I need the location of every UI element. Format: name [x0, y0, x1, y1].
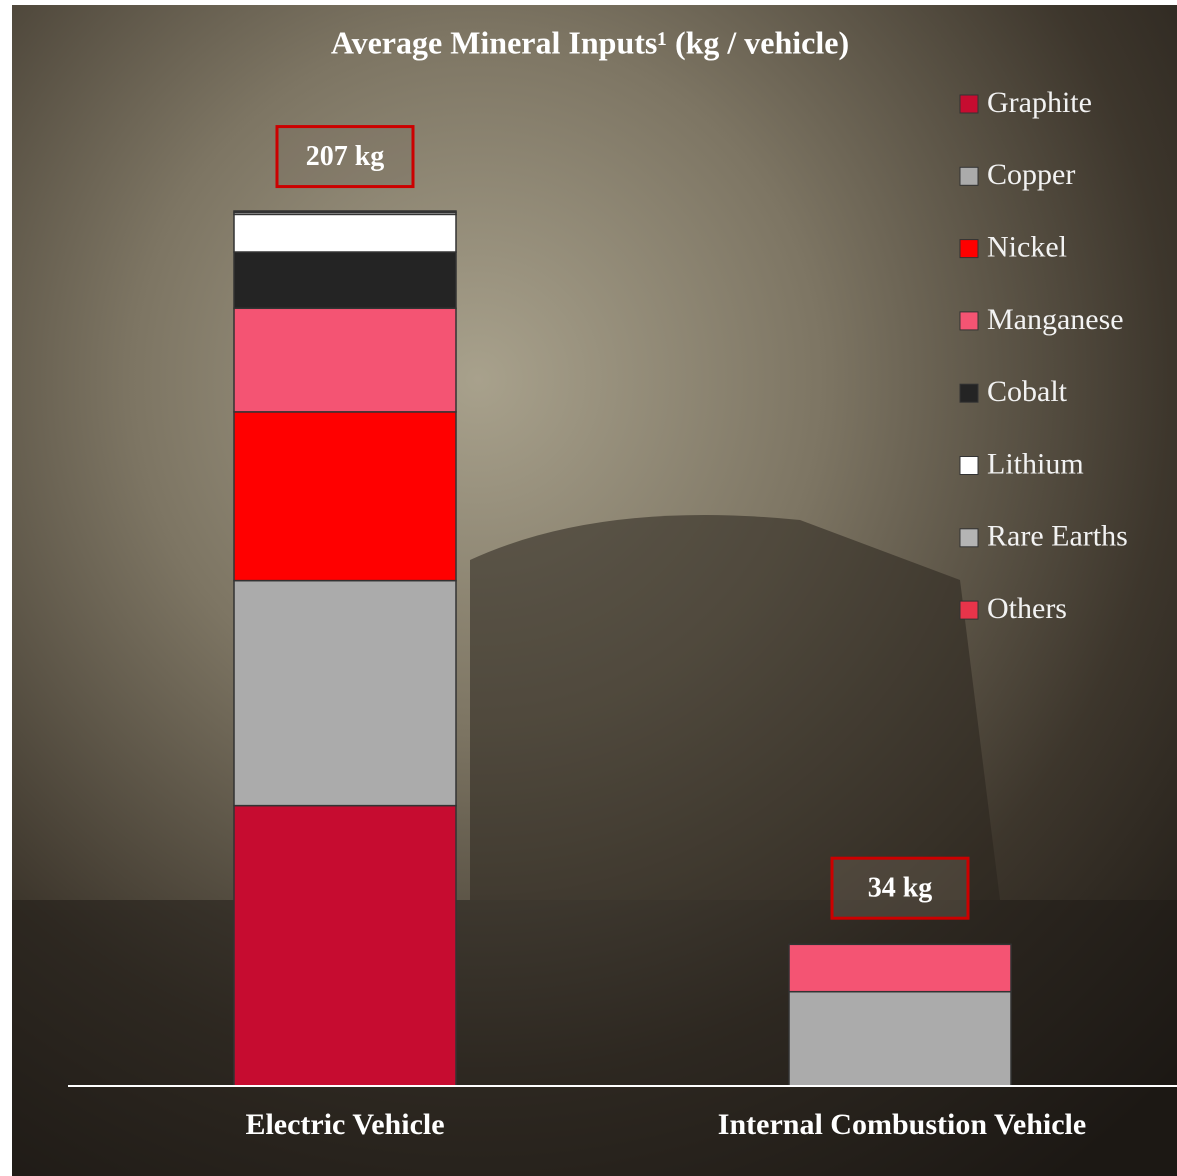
bar-segment: [233, 251, 457, 310]
legend-swatch: [959, 94, 979, 114]
legend-label: Manganese: [987, 303, 1124, 336]
chart-title: Average Mineral Inputs¹ (kg / vehicle): [331, 24, 849, 60]
legend-swatch: [959, 456, 979, 475]
background-shape: [470, 515, 1000, 900]
legend-swatch: [959, 166, 979, 186]
bar-segment: [233, 804, 457, 1087]
legend-label: Rare Earths: [987, 520, 1128, 553]
bar-segment: [788, 943, 1012, 993]
bar-segment: [233, 307, 457, 413]
x-tick-label: Electric Vehicle: [245, 1108, 444, 1141]
total-label: 207 kg: [306, 141, 385, 172]
total-box: [830, 856, 970, 920]
legend-swatch: [959, 383, 979, 403]
legend-swatch: [959, 239, 979, 259]
legend-label: Graphite: [987, 86, 1092, 119]
legend-label: Lithium: [987, 447, 1084, 480]
legend-label: Nickel: [987, 230, 1067, 263]
legend-swatch: [959, 600, 979, 620]
total-label: 34 kg: [868, 873, 933, 904]
legend-swatch: [959, 528, 979, 548]
legend-swatch: [959, 311, 979, 331]
bar-segment: [788, 990, 1012, 1087]
legend-label: Others: [987, 592, 1067, 625]
total-box: [275, 125, 415, 189]
bar-segment: [233, 579, 457, 807]
bar-segment: [233, 213, 457, 253]
legend-label: Copper: [987, 158, 1075, 191]
x-tick-label: Internal Combustion Vehicle: [718, 1108, 1086, 1141]
bar-segment: [233, 210, 457, 214]
legend-label: Cobalt: [987, 375, 1068, 408]
bar-segment: [233, 411, 457, 582]
